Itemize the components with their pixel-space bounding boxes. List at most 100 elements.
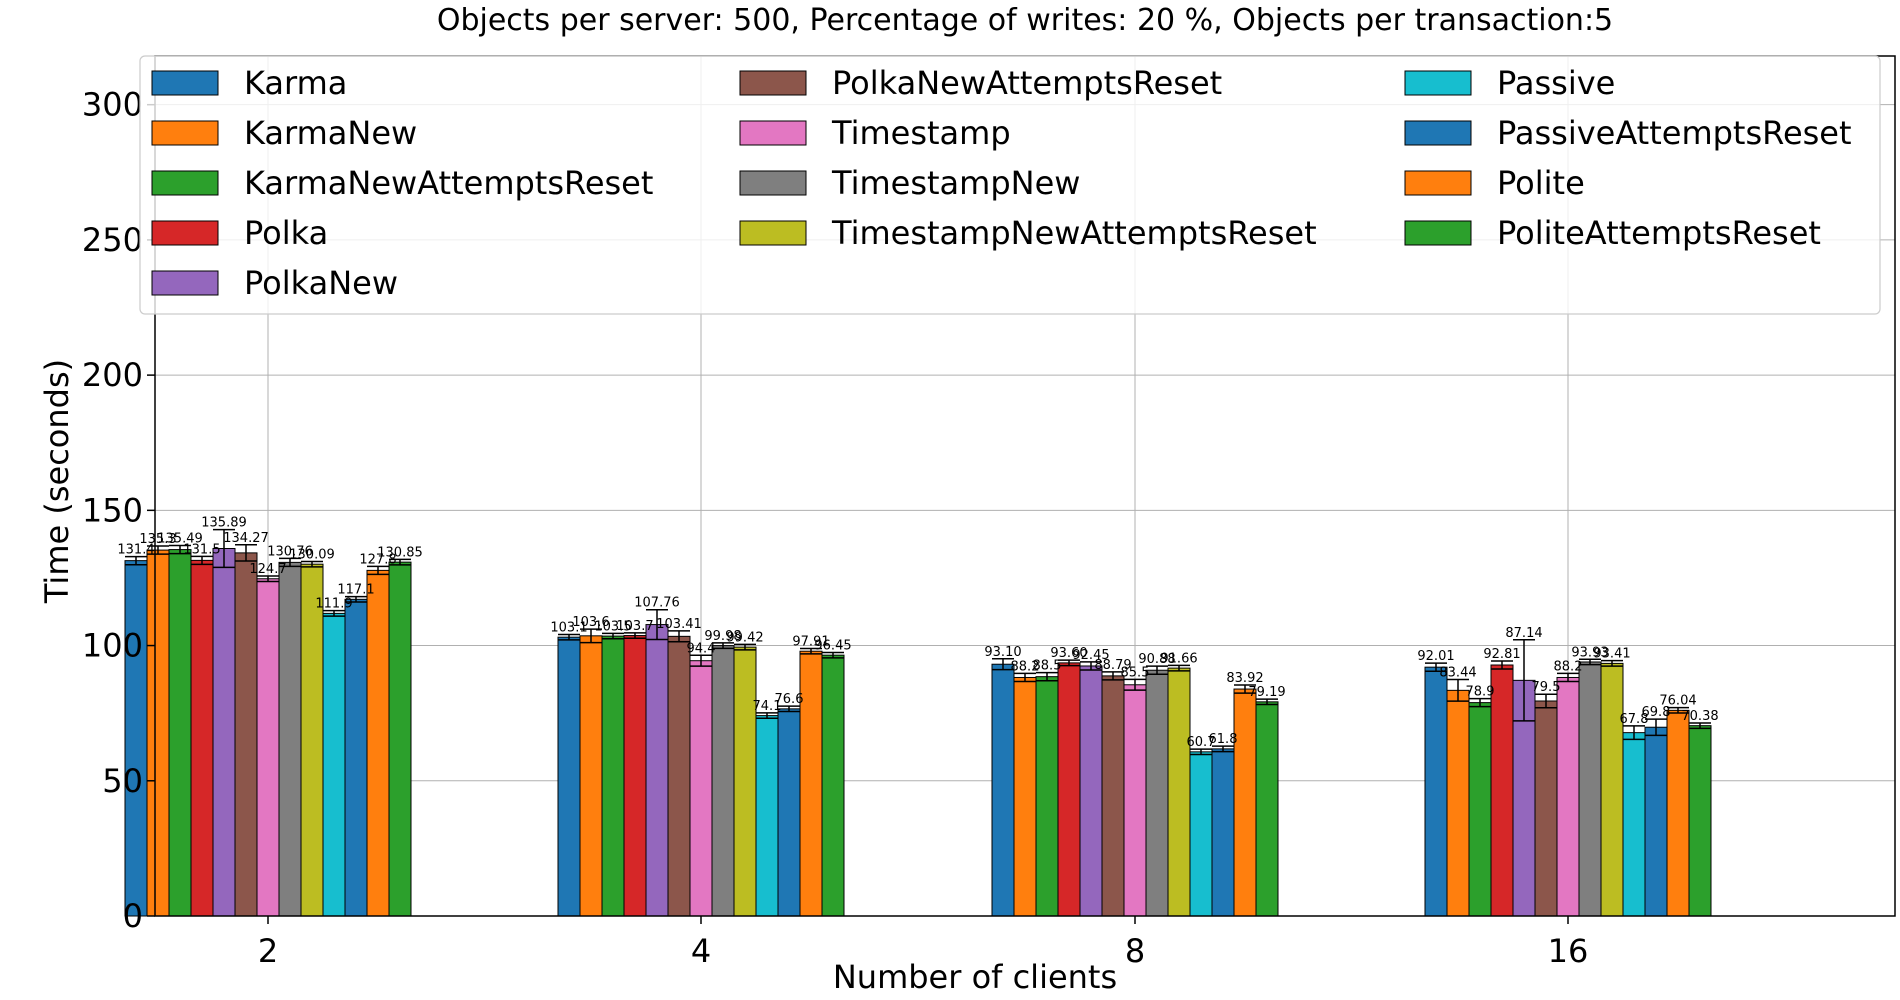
data-label: 130.85 <box>377 545 423 560</box>
bar <box>278 561 302 917</box>
bar <box>1490 664 1514 917</box>
bar <box>689 660 713 917</box>
bar <box>1145 669 1169 917</box>
legend-label: Karma <box>244 64 347 102</box>
error-bar <box>1513 639 1535 722</box>
data-label: 99.42 <box>726 630 763 645</box>
legend-swatch <box>1404 220 1472 246</box>
data-label: 131.5 <box>183 542 220 557</box>
data-label: 88.5 <box>1033 659 1062 674</box>
error-bar <box>712 642 734 650</box>
data-label: 107.76 <box>634 596 680 611</box>
error-bar <box>125 555 147 566</box>
error-bar <box>734 643 756 651</box>
data-label: 69.8 <box>1642 705 1671 720</box>
legend-label: PassiveAttemptsReset <box>1497 114 1852 152</box>
data-label: 92.45 <box>1072 648 1109 663</box>
y-tick-label: 200 <box>82 356 143 394</box>
data-label: 79.19 <box>1248 685 1285 700</box>
error-bar <box>690 654 712 667</box>
legend-swatch <box>151 120 219 146</box>
y-tick-label: 300 <box>82 86 143 124</box>
bar <box>711 645 735 917</box>
chart-title: Objects per server: 500, Percentage of w… <box>437 3 1613 38</box>
data-label: 130.76 <box>267 544 313 559</box>
data-label: 103.5 <box>594 619 631 634</box>
data-label: 76.6 <box>775 692 804 707</box>
x-tick-label: 16 <box>1548 932 1589 970</box>
error-bar <box>279 557 301 568</box>
error-bar <box>323 609 345 617</box>
error-bar <box>169 544 191 555</box>
error-bar <box>1124 678 1146 691</box>
legend-swatch <box>1404 120 1472 146</box>
data-label: 70.38 <box>1681 709 1718 724</box>
legend-label: KarmaNewAttemptsReset <box>244 164 653 202</box>
legend-label: KarmaNew <box>244 114 417 152</box>
legend-label: Passive <box>1497 64 1615 102</box>
legend-swatch <box>739 170 807 196</box>
error-bar <box>602 632 624 640</box>
error-bar <box>1190 748 1212 756</box>
data-label: 96.45 <box>814 638 851 653</box>
legend-label: PolkaNewAttemptsReset <box>832 64 1222 102</box>
data-label: 92.01 <box>1417 649 1454 664</box>
error-bar <box>1623 725 1645 741</box>
bar <box>821 654 845 917</box>
bar <box>1622 732 1646 917</box>
legend-label: PoliteAttemptsReset <box>1497 214 1821 252</box>
error-bar <box>235 544 257 562</box>
legend-label: Polite <box>1497 164 1585 202</box>
bar <box>322 612 346 917</box>
error-bar <box>624 632 646 640</box>
data-label: 130.09 <box>289 547 335 562</box>
data-label: 134.27 <box>223 531 269 546</box>
bar <box>1211 748 1235 917</box>
bar <box>1600 662 1624 917</box>
legend-swatch <box>739 120 807 146</box>
legend-swatch <box>151 220 219 246</box>
bar <box>168 549 192 917</box>
legend-item: PolkaNew <box>151 264 398 302</box>
legend-item: TimestampNew <box>739 164 1080 202</box>
bar <box>344 598 368 917</box>
data-label: 79.5 <box>1532 680 1561 695</box>
bar <box>388 561 412 917</box>
bar <box>1013 676 1037 917</box>
legend-item: TimestampNewAttemptsReset <box>739 214 1317 252</box>
bar <box>1255 701 1279 917</box>
y-axis-label: Time (seconds) <box>38 359 76 604</box>
bar <box>623 635 647 917</box>
bar <box>366 569 390 917</box>
error-bar <box>1168 664 1190 672</box>
legend-swatch <box>151 270 219 296</box>
data-label: 97.91 <box>792 635 829 650</box>
error-bar <box>992 658 1014 671</box>
data-label: 103.6 <box>572 615 609 630</box>
bar <box>1101 675 1125 917</box>
error-bar <box>213 528 235 569</box>
error-bar <box>1058 659 1080 667</box>
legend-swatch <box>739 70 807 96</box>
error-bar <box>1645 718 1667 737</box>
bar <box>1644 726 1668 917</box>
data-label: 85.5 <box>1121 665 1150 680</box>
legend-item: KarmaNew <box>151 114 417 152</box>
bar <box>190 559 214 917</box>
bar <box>300 563 324 917</box>
data-label: 135.49 <box>157 532 203 547</box>
data-label: 88.2 <box>1554 659 1583 674</box>
error-bar <box>1014 672 1036 683</box>
legend-label: TimestampNewAttemptsReset <box>831 214 1317 252</box>
bar <box>1666 709 1690 917</box>
data-label: 74.1 <box>753 699 782 714</box>
error-bar <box>1469 697 1491 708</box>
bar <box>256 578 280 917</box>
error-bar <box>800 647 822 655</box>
error-bar <box>257 575 279 583</box>
data-label: 135.3 <box>139 532 176 547</box>
error-bar <box>1689 722 1711 730</box>
bar <box>733 646 757 917</box>
bars <box>124 547 1712 917</box>
